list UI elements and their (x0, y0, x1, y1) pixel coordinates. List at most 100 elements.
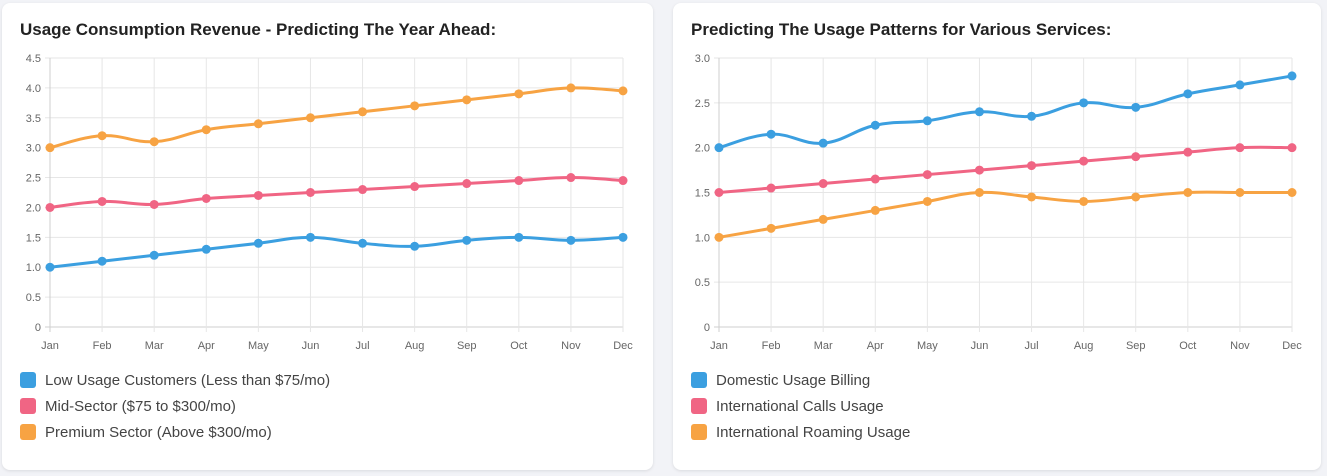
data-point (714, 188, 724, 197)
legend-item[interactable]: International Roaming Usage (691, 419, 910, 445)
legend-label: Premium Sector (Above $300/mo) (45, 423, 272, 441)
data-point (766, 129, 776, 139)
x-tick-label: Mar (814, 340, 833, 352)
revenue-chart-card: Usage Consumption Revenue - Predicting T… (2, 3, 653, 470)
x-tick-label: May (917, 340, 938, 352)
x-tick-label: Oct (1179, 340, 1196, 352)
data-point (253, 238, 263, 248)
x-tick-label: Dec (1282, 340, 1302, 352)
data-point (305, 113, 315, 123)
data-point (818, 138, 828, 148)
y-tick-label: 1.5 (26, 232, 41, 244)
x-tick-label: Sep (1126, 340, 1146, 352)
data-point (1079, 196, 1089, 206)
chart-legend: Domestic Usage Billing International Call… (691, 367, 910, 445)
data-point (1079, 98, 1089, 108)
data-point (149, 137, 159, 147)
data-point (1079, 156, 1089, 166)
data-point (1287, 188, 1297, 197)
data-point (566, 83, 576, 93)
legend-label: International Calls Usage (716, 397, 884, 415)
x-tick-label: Nov (561, 340, 581, 352)
data-point (305, 232, 315, 242)
data-point (870, 174, 880, 184)
data-point (974, 165, 984, 175)
legend-swatch (20, 398, 36, 414)
legend-item[interactable]: Premium Sector (Above $300/mo) (20, 419, 330, 445)
y-tick-label: 1.5 (695, 188, 710, 200)
x-tick-label: Aug (405, 340, 425, 352)
y-tick-label: 1.0 (26, 262, 41, 274)
data-point (462, 179, 472, 189)
y-tick-label: 4.5 (26, 53, 41, 65)
legend-swatch (691, 398, 707, 414)
data-point (974, 107, 984, 117)
data-point (1235, 188, 1245, 197)
data-point (201, 244, 211, 254)
data-point (566, 235, 576, 245)
legend-item[interactable]: Low Usage Customers (Less than $75/mo) (20, 367, 330, 393)
x-tick-label: Apr (867, 340, 884, 352)
y-tick-label: 2.0 (695, 143, 710, 155)
series-line (717, 74, 1294, 150)
x-tick-label: Mar (145, 340, 164, 352)
data-point (1027, 111, 1037, 121)
x-tick-label: Jul (356, 340, 370, 352)
data-point (974, 188, 984, 197)
chart-title: Usage Consumption Revenue - Predicting T… (20, 20, 497, 39)
y-tick-label: 3.5 (26, 113, 41, 125)
x-tick-label: May (248, 340, 269, 352)
data-point (358, 185, 368, 195)
data-point (97, 256, 107, 266)
data-point (618, 232, 628, 242)
legend-item[interactable]: International Calls Usage (691, 393, 910, 419)
data-point (1027, 161, 1037, 171)
data-point (1131, 152, 1141, 162)
data-point (462, 95, 472, 105)
series-line (717, 190, 1294, 239)
data-point (1027, 192, 1037, 202)
legend-label: Low Usage Customers (Less than $75/mo) (45, 371, 331, 389)
series-line (48, 86, 625, 150)
x-tick-label: Apr (198, 340, 215, 352)
series-line (48, 176, 625, 209)
legend-item[interactable]: Domestic Usage Billing (691, 367, 910, 393)
y-tick-label: 0 (35, 322, 41, 334)
data-point (566, 173, 576, 183)
y-tick-label: 3.0 (695, 53, 710, 65)
data-point (45, 202, 55, 212)
data-point (1287, 143, 1297, 153)
x-tick-label: Jan (710, 340, 728, 352)
y-tick-label: 2.5 (26, 173, 41, 185)
x-tick-label: Jun (971, 340, 989, 352)
data-point (305, 188, 315, 197)
data-point (870, 120, 880, 130)
chart-title: Predicting The Usage Patterns for Variou… (691, 20, 1112, 39)
y-tick-label: 2.0 (26, 202, 41, 214)
data-point (149, 199, 159, 209)
y-tick-label: 1.0 (695, 232, 710, 244)
data-point (870, 205, 880, 215)
data-point (618, 176, 628, 186)
y-tick-label: 4.0 (26, 83, 41, 95)
y-tick-label: 0.5 (26, 292, 41, 304)
data-point (149, 250, 159, 260)
x-tick-label: Sep (457, 340, 477, 352)
data-point (514, 176, 524, 186)
data-point (45, 262, 55, 272)
x-tick-label: Nov (1230, 340, 1250, 352)
legend-label: Mid-Sector ($75 to $300/mo) (45, 397, 236, 415)
revenue-line-chart: 0 0.5 1.0 1.5 2.0 2.5 3.0 3.5 4.0 4.5 Jan Feb Mar Apr… (26, 53, 634, 352)
legend-item[interactable]: Mid-Sector ($75 to $300/mo) (20, 393, 330, 419)
data-point (253, 190, 263, 200)
x-tick-label: Jul (1025, 340, 1039, 352)
data-point (922, 116, 932, 126)
y-tick-label: 3.0 (26, 143, 41, 155)
legend-label: Domestic Usage Billing (716, 371, 871, 389)
series-line (48, 235, 625, 269)
data-point (1183, 147, 1193, 157)
data-point (97, 131, 107, 141)
legend-swatch (691, 372, 707, 388)
data-point (358, 238, 368, 248)
data-point (818, 179, 828, 189)
